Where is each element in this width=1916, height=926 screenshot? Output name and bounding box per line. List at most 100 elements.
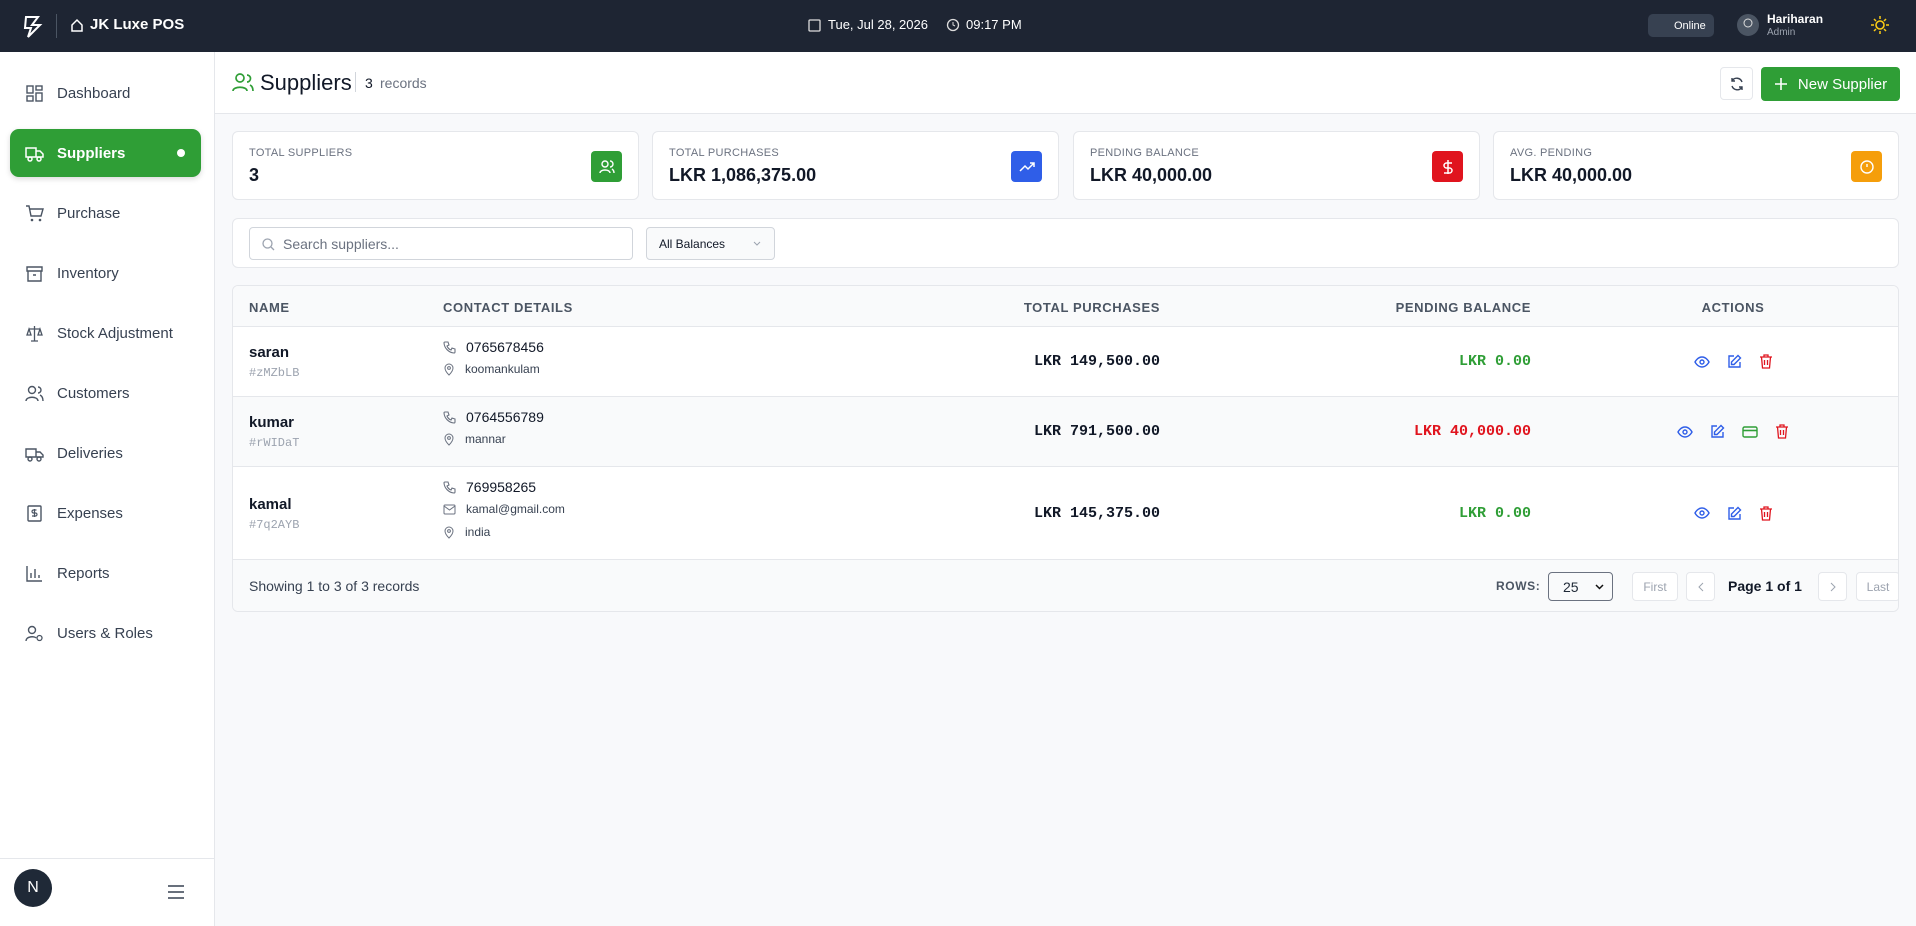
pending-balance: LKR 40,000.00 <box>1413 423 1531 440</box>
view-button[interactable] <box>1677 425 1693 438</box>
stat-label: PENDING BALANCE <box>1090 147 1200 159</box>
total-purchases: LKR 145,375.00 <box>1033 504 1160 522</box>
logo <box>23 16 43 38</box>
rows-label: ROWS: <box>1496 579 1541 593</box>
prev-button[interactable] <box>1686 572 1715 601</box>
column-header: NAME <box>249 300 290 315</box>
nav-item[interactable]: Customers <box>10 369 201 417</box>
delete-button[interactable] <box>1759 505 1773 521</box>
nav-label: Customers <box>57 384 130 402</box>
nav-item[interactable]: Inventory <box>10 249 201 297</box>
pagination-summary: Showing 1 to 3 of 3 records <box>249 578 420 594</box>
new-supplier-button[interactable]: New Supplier <box>1761 67 1900 101</box>
nav-item[interactable]: Users & Roles <box>10 609 201 657</box>
avatar[interactable]: N <box>14 869 52 907</box>
search-input[interactable]: Search suppliers... <box>249 227 633 260</box>
nav-item[interactable]: Deliveries <box>10 429 201 477</box>
edit-button[interactable] <box>1727 354 1742 369</box>
page-title: Suppliers <box>260 70 352 95</box>
record-count: 3 <box>365 75 373 91</box>
nav-label: Users & Roles <box>57 624 153 642</box>
last-button[interactable]: Last <box>1856 572 1898 601</box>
view-button[interactable] <box>1693 507 1710 519</box>
stat-label: AVG. PENDING <box>1510 147 1593 159</box>
next-button[interactable] <box>1818 572 1847 601</box>
contact-location-text: india <box>465 525 491 539</box>
supplier-row: kamal #7q2AYB 769958265 kamal@gmail.com in… <box>233 467 1898 560</box>
clock-icon <box>946 18 960 32</box>
nav-item[interactable]: Stock Adjustment <box>10 309 201 357</box>
supplier-row: saran #zMZbLB 0765678456 koomankulam LKR … <box>233 327 1898 397</box>
supplier-code: #rWIDaT <box>249 436 300 450</box>
nav-item[interactable]: Purchase <box>10 189 201 237</box>
top-bar: JK Luxe POS Tue, Jul 28, 2026 09:17 PM O… <box>0 0 1916 52</box>
user-avatar[interactable] <box>1736 13 1760 37</box>
edit-button[interactable] <box>1727 506 1742 521</box>
row-actions <box>1633 505 1833 521</box>
filter-bar: Search suppliers... All Balances <box>232 218 1899 268</box>
nav-label: Suppliers <box>57 144 126 162</box>
nav-label: Purchase <box>57 204 121 222</box>
row-actions <box>1633 424 1833 439</box>
stat-card: AVG. PENDING LKR 40,000.00 <box>1493 131 1899 200</box>
pagination: Showing 1 to 3 of 3 records ROWS: 25 Fir… <box>233 560 1898 611</box>
nav-item[interactable]: Expenses <box>10 489 201 537</box>
stat-value: LKR 40,000.00 <box>1510 165 1633 185</box>
view-button[interactable] <box>1693 355 1710 368</box>
delete-button[interactable] <box>1759 354 1773 369</box>
nav-item[interactable]: Dashboard <box>10 69 201 117</box>
nav-label: Inventory <box>57 264 119 282</box>
date: Tue, Jul 28, 2026 <box>828 17 928 32</box>
nav-item[interactable]: Suppliers <box>10 129 201 177</box>
new-supplier-label: New Supplier <box>1797 75 1888 93</box>
suppliers-icon <box>232 73 254 92</box>
total-purchases: LKR 149,500.00 <box>1033 353 1160 370</box>
contact-phone: 769958265 <box>443 479 536 495</box>
delete-button[interactable] <box>1775 424 1789 439</box>
nav-item[interactable]: Reports <box>10 549 201 597</box>
balance-filter-label: All Balances <box>659 237 726 251</box>
contact-location: mannar <box>443 432 506 446</box>
time: 09:17 PM <box>966 17 1022 32</box>
contact-location-text: mannar <box>465 432 506 446</box>
supplier-name: saran <box>249 344 290 361</box>
rows-value: 25 <box>1563 579 1579 595</box>
refresh-button[interactable] <box>1720 67 1753 100</box>
nav-label: Expenses <box>57 504 123 522</box>
balance-filter[interactable]: All Balances <box>646 227 775 260</box>
contact-email-text: kamal@gmail.com <box>466 502 565 516</box>
stat-label: TOTAL SUPPLIERS <box>249 147 353 159</box>
stat-value: 3 <box>249 165 260 185</box>
rows-select[interactable]: 25 <box>1548 572 1613 601</box>
total-purchases: LKR 791,500.00 <box>1033 423 1160 440</box>
menu-toggle[interactable] <box>167 884 185 900</box>
nav-label: Deliveries <box>57 444 123 462</box>
contact-phone-text: 0765678456 <box>466 339 544 355</box>
record-label: records <box>380 75 427 91</box>
contact-phone-text: 769958265 <box>466 479 537 495</box>
stat-card: TOTAL SUPPLIERS 3 <box>232 131 639 200</box>
payment-button[interactable] <box>1742 425 1758 438</box>
stat-label: TOTAL PURCHASES <box>669 147 780 159</box>
column-header: ACTIONS <box>1701 300 1765 315</box>
row-actions <box>1633 354 1833 369</box>
theme-toggle[interactable] <box>1870 15 1890 35</box>
page-header: Suppliers 3 records New Supplier <box>215 52 1916 114</box>
user-role: Admin <box>1767 27 1796 38</box>
first-button[interactable]: First <box>1632 572 1678 601</box>
suppliers-table: NAME CONTACT DETAILS TOTAL PURCHASES PEN… <box>232 285 1899 612</box>
pending-balance: LKR 0.00 <box>1458 353 1531 370</box>
contact-location-text: koomankulam <box>465 362 540 376</box>
contact-email: kamal@gmail.com <box>443 502 565 516</box>
contact-location: india <box>443 525 490 539</box>
stat-card: TOTAL PURCHASES LKR 1,086,375.00 <box>652 131 1059 200</box>
contact-phone: 0765678456 <box>443 339 544 355</box>
user-name: Hariharan <box>1767 12 1824 26</box>
stat-value: LKR 40,000.00 <box>1090 165 1213 185</box>
sidebar: N Dashboard Suppliers Purchase Inventory Sto… <box>0 52 215 926</box>
edit-button[interactable] <box>1710 424 1725 439</box>
supplier-name: kamal <box>249 495 292 513</box>
main: Suppliers 3 records New Supplier TOTAL S… <box>215 52 1916 926</box>
nav-label: Dashboard <box>57 84 131 102</box>
